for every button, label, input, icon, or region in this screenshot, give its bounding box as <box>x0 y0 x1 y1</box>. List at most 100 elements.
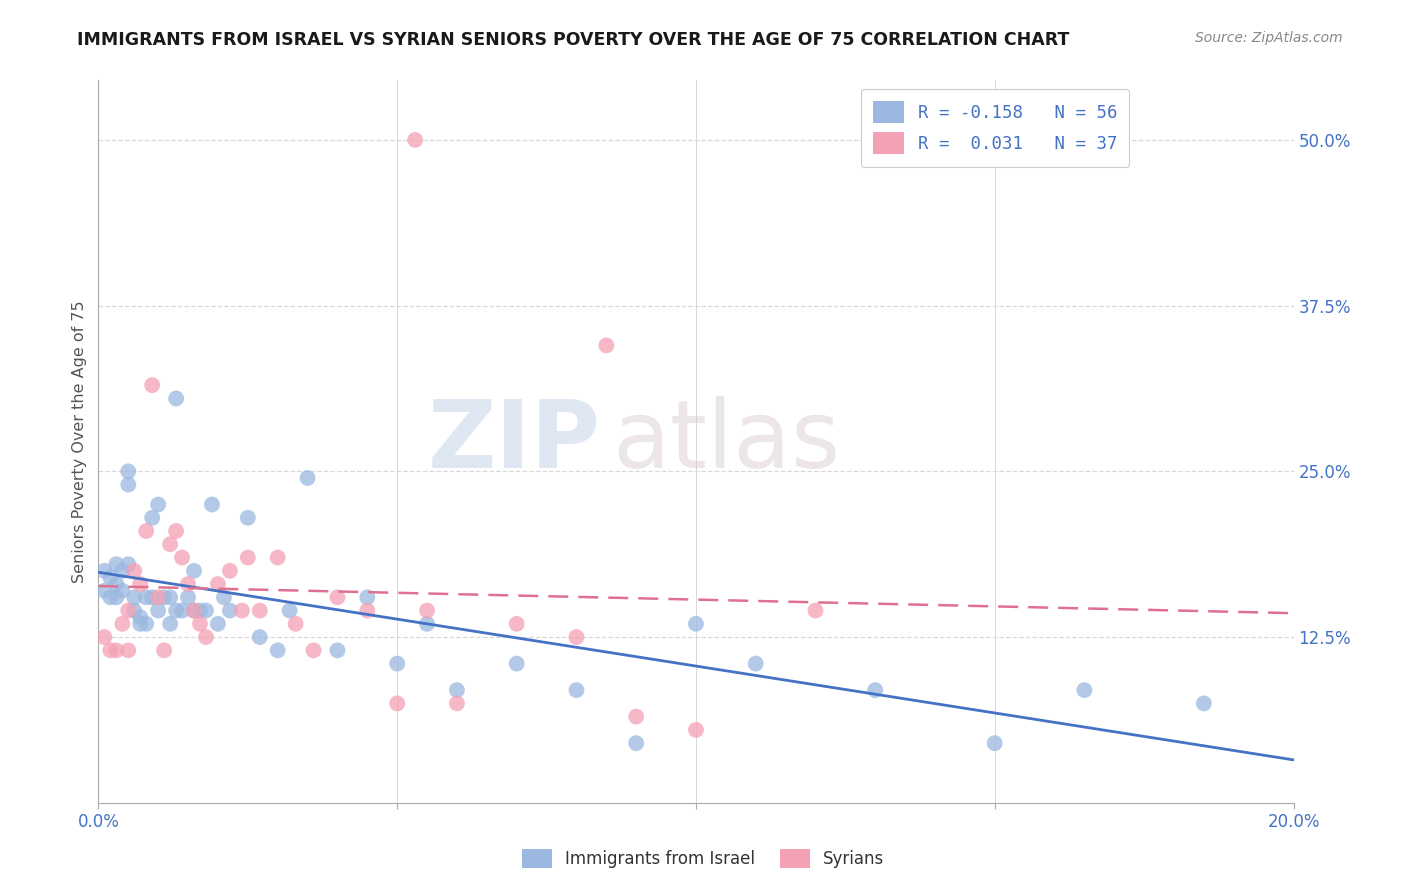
Point <box>356 591 378 605</box>
Point <box>565 630 588 644</box>
Point <box>93 564 115 578</box>
Legend: Immigrants from Israel, Syrians: Immigrants from Israel, Syrians <box>515 842 891 875</box>
Point <box>207 577 229 591</box>
Point <box>404 133 426 147</box>
Point <box>172 550 194 565</box>
Point <box>183 603 205 617</box>
Point <box>177 577 200 591</box>
Point <box>93 583 115 598</box>
Point <box>117 477 139 491</box>
Text: Source: ZipAtlas.com: Source: ZipAtlas.com <box>1195 31 1343 45</box>
Point <box>105 557 128 571</box>
Point <box>804 603 827 617</box>
Point <box>201 498 224 512</box>
Y-axis label: Seniors Poverty Over the Age of 75: Seniors Poverty Over the Age of 75 <box>72 301 87 582</box>
Point <box>93 630 115 644</box>
Point <box>98 643 122 657</box>
Point <box>148 591 170 605</box>
Point <box>506 616 529 631</box>
Point <box>207 616 229 631</box>
Point <box>416 603 439 617</box>
Point <box>117 464 139 478</box>
Point <box>326 591 349 605</box>
Point <box>141 378 163 392</box>
Legend: R = -0.158   N = 56, R =  0.031   N = 37: R = -0.158 N = 56, R = 0.031 N = 37 <box>860 89 1129 167</box>
Point <box>141 591 163 605</box>
Point <box>117 603 139 617</box>
Point <box>129 610 152 624</box>
Point <box>165 603 187 617</box>
Point <box>278 603 301 617</box>
Point <box>165 392 187 406</box>
Point <box>267 643 290 657</box>
Point <box>1073 683 1095 698</box>
Point <box>356 603 378 617</box>
Point <box>236 510 259 524</box>
Point <box>153 591 176 605</box>
Point <box>117 643 139 657</box>
Text: IMMIGRANTS FROM ISRAEL VS SYRIAN SENIORS POVERTY OVER THE AGE OF 75 CORRELATION : IMMIGRANTS FROM ISRAEL VS SYRIAN SENIORS… <box>77 31 1070 49</box>
Point <box>135 616 157 631</box>
Text: ZIP: ZIP <box>427 395 600 488</box>
Point <box>159 591 181 605</box>
Point <box>172 603 194 617</box>
Point <box>98 591 122 605</box>
Point <box>249 603 271 617</box>
Point <box>153 643 176 657</box>
Point <box>446 697 468 711</box>
Point <box>219 564 242 578</box>
Point <box>745 657 768 671</box>
Point <box>124 591 146 605</box>
Point <box>446 683 468 698</box>
Point <box>105 591 128 605</box>
Point <box>98 570 122 584</box>
Point <box>129 577 152 591</box>
Point <box>865 683 887 698</box>
Point <box>105 643 128 657</box>
Point <box>135 591 157 605</box>
Point <box>148 603 170 617</box>
Point <box>302 643 325 657</box>
Point <box>111 583 134 598</box>
Point <box>124 603 146 617</box>
Point <box>685 723 707 737</box>
Point <box>177 591 200 605</box>
Text: atlas: atlas <box>613 395 841 488</box>
Point <box>626 736 648 750</box>
Point <box>1192 697 1215 711</box>
Point <box>141 510 163 524</box>
Point <box>117 557 139 571</box>
Point <box>385 657 409 671</box>
Point <box>165 524 187 538</box>
Point <box>124 564 146 578</box>
Point <box>159 616 181 631</box>
Point <box>195 630 218 644</box>
Point <box>984 736 1007 750</box>
Point <box>188 616 211 631</box>
Point <box>236 550 259 565</box>
Point <box>183 564 205 578</box>
Point <box>385 697 409 711</box>
Point <box>195 603 218 617</box>
Point <box>135 524 157 538</box>
Point <box>183 603 205 617</box>
Point <box>219 603 242 617</box>
Point <box>284 616 307 631</box>
Point <box>212 591 235 605</box>
Point <box>231 603 253 617</box>
Point <box>249 630 271 644</box>
Point <box>595 338 617 352</box>
Point <box>159 537 181 551</box>
Point <box>685 616 707 631</box>
Point <box>129 616 152 631</box>
Point <box>326 643 349 657</box>
Point <box>105 577 128 591</box>
Point <box>416 616 439 631</box>
Point <box>111 616 134 631</box>
Point <box>267 550 290 565</box>
Point <box>626 709 648 723</box>
Point <box>297 471 319 485</box>
Point <box>565 683 588 698</box>
Point <box>148 498 170 512</box>
Point <box>506 657 529 671</box>
